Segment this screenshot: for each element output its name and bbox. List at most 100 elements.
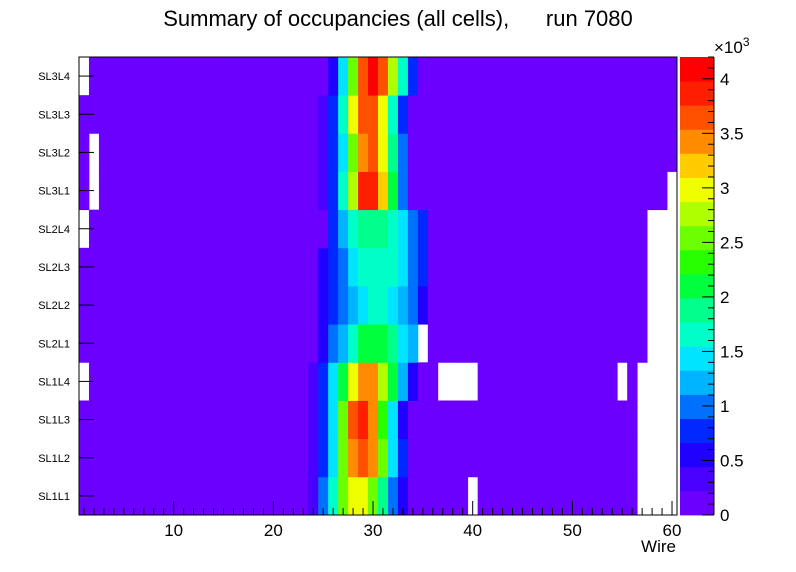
heatmap-cell: [637, 324, 648, 363]
heatmap-cell: [108, 95, 120, 134]
heatmap-cell: [98, 362, 110, 401]
heatmap-cell: [318, 286, 329, 325]
heatmap-cell: [397, 247, 409, 287]
heatmap-cell: [497, 438, 508, 478]
heatmap-cell: [168, 476, 180, 516]
heatmap-cell: [108, 362, 120, 401]
heatmap-cell: [288, 57, 299, 96]
heatmap-cell: [278, 171, 289, 211]
heatmap-cell: [647, 133, 658, 172]
heatmap-cell: [397, 324, 409, 363]
heatmap-cell: [218, 438, 229, 478]
heatmap-cell: [168, 95, 180, 134]
heatmap-cell: [368, 476, 379, 516]
heatmap-cell: [477, 362, 489, 401]
heatmap-cell: [208, 171, 219, 211]
heatmap-cell: [318, 209, 329, 249]
heatmap-cell: [368, 438, 379, 478]
heatmap-cell: [587, 57, 598, 96]
heatmap-cell: [537, 133, 548, 172]
heatmap-cell: [358, 247, 369, 287]
heatmap-cell: [657, 95, 668, 134]
heatmap-cell: [108, 476, 120, 516]
heatmap-cell: [517, 133, 528, 172]
heatmap-cell: [557, 247, 568, 287]
heatmap-cell: [178, 324, 190, 363]
heatmap-cell: [198, 247, 209, 287]
heatmap-cell: [457, 247, 469, 287]
heatmap-cell: [108, 171, 120, 211]
heatmap-cell: [637, 171, 648, 211]
heatmap-cell: [517, 286, 528, 325]
heatmap-cell: [148, 476, 160, 516]
heatmap-cell: [238, 209, 249, 249]
heatmap-cell: [188, 476, 199, 516]
heatmap-cell: [417, 209, 429, 249]
heatmap-cell: [637, 209, 648, 249]
heatmap-cell: [597, 476, 608, 516]
heatmap-cell: [417, 57, 429, 96]
heatmap-cell: [517, 438, 528, 478]
heatmap-cell: [138, 209, 150, 249]
heatmap-cell: [148, 133, 160, 172]
heatmap-cell: [198, 362, 209, 401]
heatmap-cell: [248, 324, 259, 363]
heatmap-cell: [527, 133, 538, 172]
heatmap-cell: [98, 171, 110, 211]
heatmap-cell: [248, 438, 259, 478]
palette-band: [680, 394, 714, 419]
heatmap-cell: [158, 400, 170, 440]
heatmap-cell: [577, 400, 588, 440]
heatmap-cell: [368, 400, 379, 440]
palette-band: [680, 442, 714, 468]
heatmap-cell: [258, 247, 269, 287]
heatmap-cell: [527, 286, 538, 325]
heatmap-cell: [268, 57, 279, 96]
heatmap-cell: [477, 57, 489, 96]
heatmap-cell: [98, 95, 110, 134]
heatmap-cell: [128, 438, 140, 478]
heatmap-cell: [198, 133, 209, 172]
heatmap-cell: [427, 171, 439, 211]
x-tick-label: 60: [663, 521, 682, 540]
heatmap-cell: [158, 438, 170, 478]
heatmap-cell: [467, 171, 479, 211]
heatmap-cell: [208, 324, 219, 363]
heatmap-cell: [597, 209, 608, 249]
heatmap-cell: [88, 400, 100, 440]
heatmap-cell: [627, 171, 638, 211]
heatmap-cell: [168, 57, 180, 96]
heatmap-cell: [368, 95, 379, 134]
heatmap-cell: [328, 209, 339, 249]
heatmap-cell: [158, 476, 170, 516]
heatmap-cell: [138, 362, 150, 401]
heatmap-cell: [457, 324, 469, 363]
heatmap-cell: [597, 247, 608, 287]
heatmap-cell: [407, 133, 419, 172]
x-axis-title: Wire: [641, 537, 676, 556]
heatmap-cell: [178, 476, 190, 516]
heatmap-cell: [567, 400, 578, 440]
heatmap-cell: [318, 438, 329, 478]
heatmap-cell: [178, 57, 190, 96]
heatmap-cell: [507, 57, 518, 96]
heatmap-cell: [328, 362, 339, 401]
heatmap-cell: [497, 476, 508, 516]
heatmap-cell: [308, 171, 319, 211]
heatmap-cell: [567, 362, 578, 401]
heatmap-cell: [98, 438, 110, 478]
heatmap-cell: [397, 133, 409, 172]
heatmap-cell: [358, 324, 369, 363]
heatmap-cell: [348, 324, 359, 363]
heatmap-cell: [358, 57, 369, 96]
heatmap-cell: [447, 400, 459, 440]
heatmap-cell: [437, 286, 449, 325]
heatmap-cell: [467, 133, 479, 172]
heatmap-cell: [118, 209, 130, 249]
heatmap-cell: [378, 438, 389, 478]
heatmap-cell: [218, 209, 229, 249]
heatmap-cell: [238, 362, 249, 401]
heatmap-cell: [188, 324, 199, 363]
heatmap-cell: [238, 57, 249, 96]
heatmap-cell: [487, 476, 498, 516]
